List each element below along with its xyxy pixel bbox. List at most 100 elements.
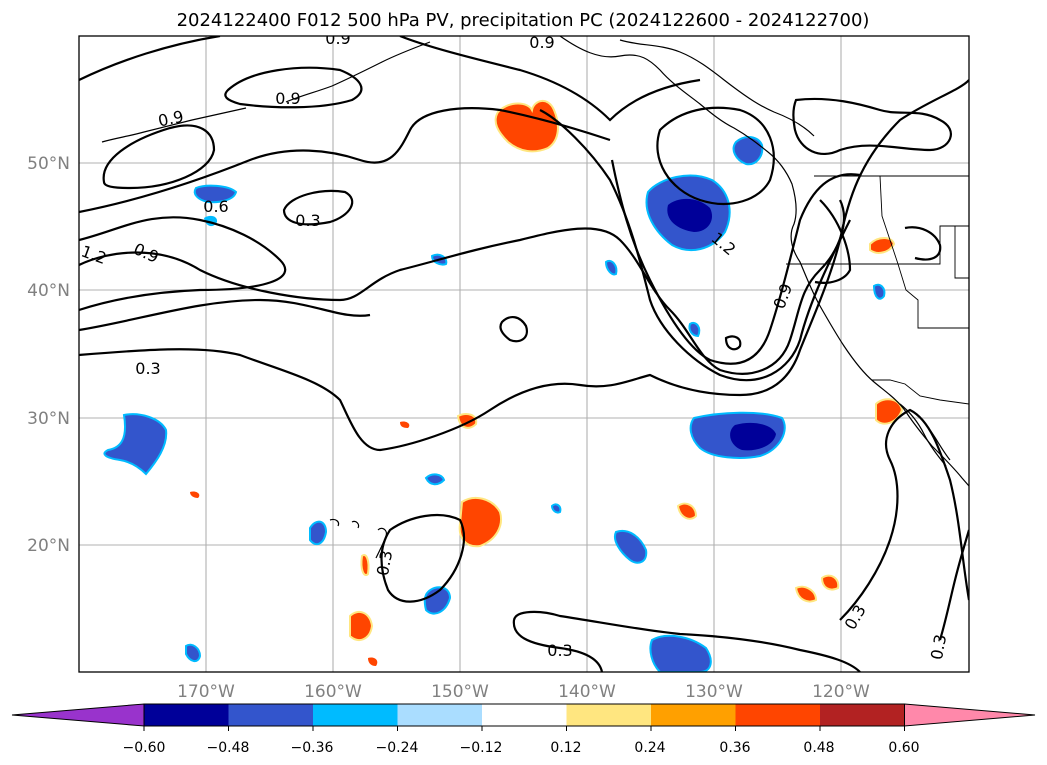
lat-label: 30°N	[27, 409, 70, 429]
pv-contour	[79, 79, 969, 452]
colorbar-tick-label: 0.24	[634, 740, 665, 756]
precip-area	[820, 574, 840, 591]
pv-contour	[938, 529, 969, 641]
lat-label: 20°N	[27, 536, 70, 556]
colorbar-tick-label: −0.12	[460, 740, 503, 756]
precip-area	[649, 634, 712, 672]
pv-contour	[79, 298, 371, 332]
pv-contour	[610, 159, 861, 365]
gridlines	[79, 36, 969, 672]
borders	[786, 175, 969, 405]
lon-label: 150°W	[431, 682, 489, 702]
precip-area	[732, 136, 764, 166]
precip-area	[360, 554, 370, 576]
colorbar-tick-label: −0.60	[123, 740, 166, 756]
precip-area	[875, 398, 904, 425]
precip-area	[550, 503, 562, 514]
colorbar-swatch	[735, 704, 821, 726]
pv-contour	[224, 66, 363, 109]
precip-area	[368, 657, 378, 666]
pv-contour	[814, 199, 852, 284]
border-line	[879, 175, 969, 329]
colorbar-ticks: −0.60 −0.48 −0.36 −0.24 −0.12 0.12 0.24 …	[123, 740, 920, 756]
contour-label: 0.3	[373, 549, 396, 577]
lon-label: 120°W	[812, 682, 870, 702]
contour-labels: 0.9 0.9 0.9 0.6 0.3 1.2 0.9 0.3 1.2 0.9 …	[79, 36, 950, 661]
pv-contour	[79, 107, 611, 214]
colorbar-swatch	[820, 704, 905, 726]
precip-area	[309, 520, 328, 546]
colorbar-tick-label: −0.36	[291, 740, 334, 756]
lon-labels: 170°W 160°W 150°W 140°W 130°W 120°W	[177, 682, 870, 702]
contour-label: 0.9	[275, 89, 300, 108]
chart-title: 2024122400 F012 500 hPa PV, precipitatio…	[177, 10, 870, 31]
contour-label: 0.3	[295, 211, 320, 230]
colorbar-frame	[143, 703, 905, 727]
colorbar-extend-high	[904, 703, 1036, 727]
precip-area	[190, 491, 200, 498]
colorbar-swatch	[397, 704, 483, 726]
map-frame	[78, 35, 970, 673]
colorbar-swatch	[144, 704, 229, 726]
colorbar-tick-label: −0.48	[207, 740, 250, 756]
colorbar-tick-label: 0.36	[719, 740, 750, 756]
pv-contour	[79, 36, 701, 122]
coastline	[899, 403, 951, 467]
precip-area	[604, 260, 618, 276]
precip-area	[349, 610, 374, 642]
precip-area	[400, 421, 410, 428]
pv-contours	[79, 36, 969, 672]
colorbar-swatch	[313, 704, 398, 726]
precip-area	[676, 502, 698, 520]
contour-label: 0.9	[156, 107, 185, 131]
lon-label: 140°W	[558, 682, 616, 702]
pv-contour	[79, 199, 845, 375]
pv-contour	[839, 408, 969, 621]
lat-labels: 50°N 40°N 30°N 20°N	[27, 154, 70, 556]
precip-area	[103, 413, 168, 476]
colorbar-swatch	[482, 704, 567, 726]
precip-area	[193, 184, 238, 204]
contour-label: 0.3	[547, 641, 572, 660]
colorbar-swatch	[228, 704, 314, 726]
border-line	[872, 379, 969, 405]
pv-contour	[79, 216, 287, 312]
precip-area	[667, 198, 713, 232]
colorbar: −0.60 −0.48 −0.36 −0.24 −0.12 0.12 0.24 …	[11, 703, 1036, 756]
precip-area	[614, 530, 648, 564]
pv-contour	[380, 513, 465, 603]
lon-label: 170°W	[177, 682, 235, 702]
contour-label: 0.6	[203, 197, 228, 216]
precip-negative-areas	[103, 136, 886, 672]
lon-label: 160°W	[304, 682, 362, 702]
precip-area	[185, 643, 202, 662]
precip-area	[458, 496, 502, 548]
border-line	[954, 226, 969, 279]
precip-area	[494, 100, 559, 153]
precip-area	[794, 585, 818, 603]
precip-area	[688, 322, 701, 338]
precip-area	[869, 237, 896, 254]
pv-contour	[512, 610, 861, 672]
colorbar-swatch	[651, 704, 736, 726]
border-line	[786, 225, 969, 265]
contour-label: 0.3	[927, 633, 950, 661]
precip-area	[872, 283, 886, 300]
colorbar-extend-low	[11, 703, 145, 727]
pv-contour	[499, 316, 528, 343]
coastline	[285, 41, 431, 103]
contour-label: 0.3	[135, 359, 160, 378]
lat-label: 50°N	[27, 154, 70, 174]
lon-label: 130°W	[685, 682, 743, 702]
map-panel: 0.9 0.9 0.9 0.6 0.3 1.2 0.9 0.3 1.2 0.9 …	[78, 35, 970, 673]
colorbar-tick-label: −0.24	[376, 740, 419, 756]
colorbar-tick-label: 0.60	[888, 740, 919, 756]
pv-contour	[724, 335, 742, 351]
colorbar-tick-label: 0.48	[803, 740, 834, 756]
coastline	[619, 39, 815, 137]
hawaii-islands	[329, 518, 387, 559]
precip-area	[730, 422, 776, 451]
precip-area	[424, 473, 446, 486]
pv-contour	[282, 189, 354, 226]
